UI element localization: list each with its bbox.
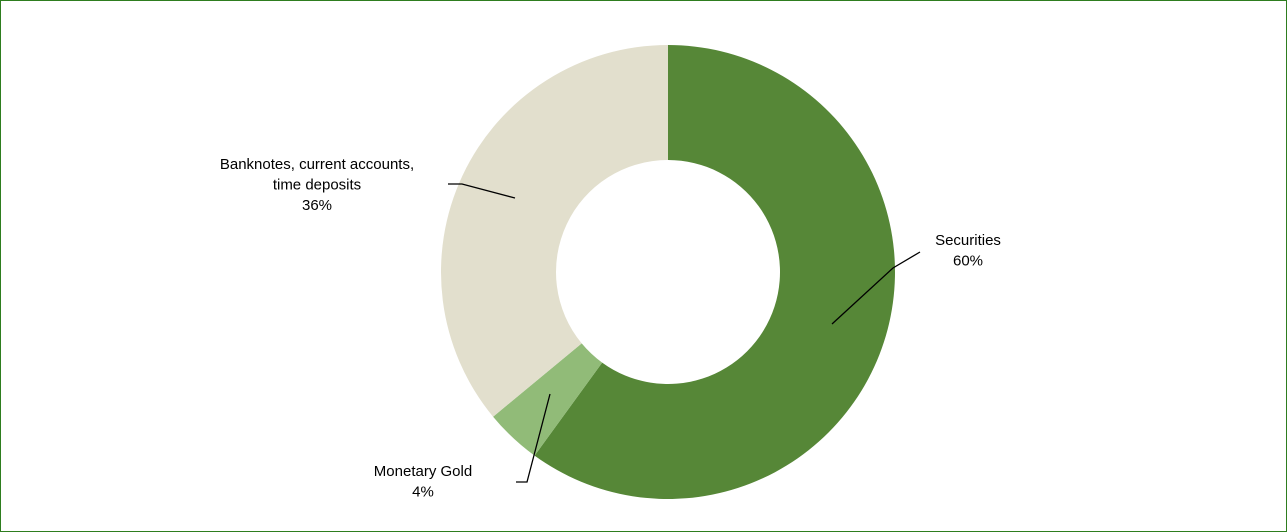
slice-label: Monetary Gold 4% xyxy=(374,463,472,501)
slice-name-label: Banknotes, current accounts, xyxy=(220,156,414,173)
slice-banknotes-current-accounts xyxy=(441,45,668,417)
leader-line xyxy=(516,393,551,483)
slice-securities xyxy=(534,45,895,500)
slice-value-label: 4% xyxy=(412,484,434,501)
slice-name-label: time deposits xyxy=(273,177,361,194)
slice-name-label: Monetary Gold xyxy=(374,463,472,480)
slice-name-label: Securities xyxy=(935,232,1001,249)
slice-label: Banknotes, current accounts, time deposit… xyxy=(220,156,414,214)
leader-line xyxy=(448,183,516,199)
leader-line xyxy=(831,251,921,325)
slice-value-label: 36% xyxy=(302,197,332,214)
slice-monetary-gold xyxy=(493,343,603,456)
slice-label: Securities 60% xyxy=(935,232,1001,270)
slice-value-label: 60% xyxy=(953,253,983,270)
